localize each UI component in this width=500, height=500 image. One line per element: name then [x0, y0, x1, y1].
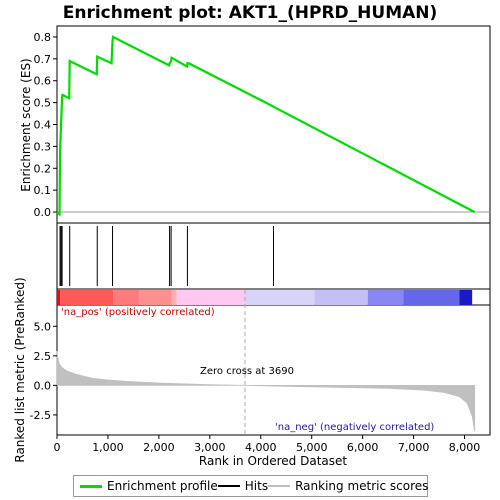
legend-label: Hits: [244, 479, 269, 493]
colorbar-segment: [138, 290, 172, 305]
metric-ytick-label: 2.5: [34, 350, 52, 363]
es-ytick-label: 0.7: [34, 53, 52, 66]
es-ytick-label: 0.6: [34, 75, 52, 88]
xtick-label: 2,000: [143, 441, 175, 454]
xtick-label: 4,000: [245, 441, 277, 454]
es-ytick-label: 0.4: [34, 119, 52, 132]
legend-item-enrichment-profile: Enrichment profile: [80, 479, 218, 493]
xlabel: Rank in Ordered Dataset: [199, 454, 347, 468]
es-ytick-label: 0.2: [34, 162, 52, 175]
xtick-label: 6,000: [347, 441, 379, 454]
colorbar-segment: [57, 290, 61, 305]
es-ytick-label: 0.0: [34, 206, 52, 219]
colorbar-segment: [459, 290, 473, 305]
ranking-metric-area: [56, 290, 476, 435]
legend: Enrichment profile Hits Ranking metric s…: [73, 475, 428, 497]
ranking-metric-swatch: [268, 485, 291, 487]
metric-ylabel: Ranked list metric (PreRanked): [13, 277, 27, 462]
legend-label: Enrichment profile: [107, 479, 218, 493]
xtick-label: 0: [54, 441, 61, 454]
colorbar-segment: [176, 290, 245, 305]
colorbar-segment: [171, 290, 177, 305]
enrichment-profile-series: [56, 35, 476, 217]
hits-swatch: [217, 485, 240, 487]
legend-label: Ranking metric scores: [295, 479, 429, 493]
es-panel-frame: [56, 25, 491, 224]
na-neg-annotation: 'na_neg' (negatively correlated): [275, 422, 434, 433]
colorbar-segment: [403, 290, 460, 305]
es-ytick-label: 0.1: [34, 184, 52, 197]
chart-title: Enrichment plot: AKT1_(HPRD_HUMAN): [63, 3, 438, 23]
es-ytick-label: 0.5: [34, 97, 52, 110]
xtick-label: 5,000: [296, 441, 328, 454]
hit-marks: [59, 226, 274, 286]
legend-item-ranking-metric: Ranking metric scores: [268, 479, 428, 493]
metric-ytick-label: -2.5: [30, 409, 51, 422]
zero-cross-annotation: Zero cross at 3690: [200, 366, 294, 377]
colorbar-segment: [244, 290, 315, 305]
axes: 0.0 0.1 0.2 0.3 0.4 0.5 0.6 0.7 0.8 -2.5 0.0 2.5 5.0…: [30, 31, 481, 454]
legend-item-hits: Hits: [217, 479, 269, 493]
es-ylabel: Enrichment score (ES): [19, 58, 33, 191]
colorbar: [57, 290, 473, 305]
xtick-label: 7,000: [398, 441, 430, 454]
ranking-metric-series: [56, 351, 476, 432]
xtick-label: 8,000: [449, 441, 481, 454]
xtick-label: 3,000: [194, 441, 226, 454]
xtick-label: 1,000: [92, 441, 124, 454]
colorbar-segment: [60, 290, 114, 305]
colorbar-segment: [367, 290, 404, 305]
metric-ytick-label: 5.0: [34, 320, 52, 333]
na-pos-annotation: 'na_pos' (positively correlated): [61, 307, 215, 318]
es-ytick-label: 0.8: [34, 31, 52, 44]
colorbar-segment: [113, 290, 139, 305]
metric-ytick-label: 0.0: [34, 379, 52, 392]
enrichment-profile-swatch: [80, 484, 102, 488]
enrichment-profile-line: [56, 35, 476, 217]
colorbar-segment: [314, 290, 368, 305]
es-ytick-label: 0.3: [34, 140, 52, 153]
